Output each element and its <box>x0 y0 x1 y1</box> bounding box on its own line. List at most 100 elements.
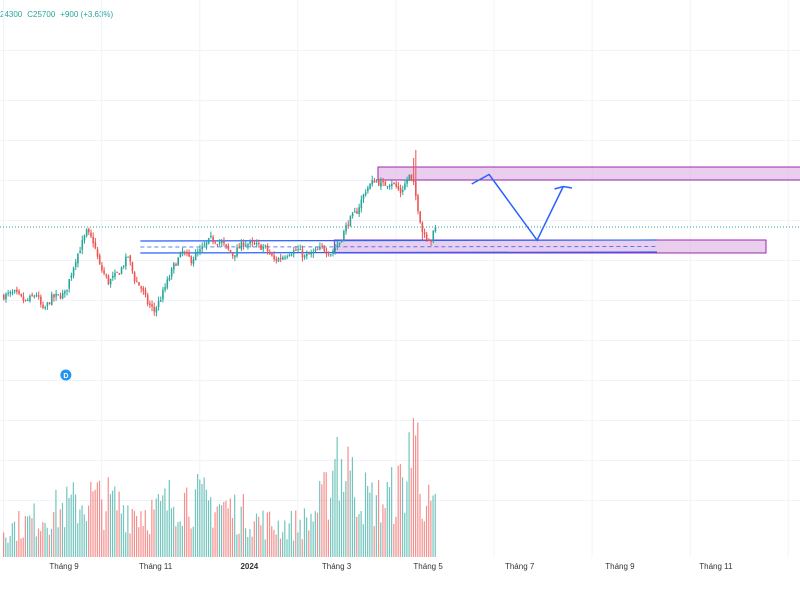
candle-body <box>175 264 177 266</box>
channel-lower-line <box>140 251 658 254</box>
volume-bar <box>186 487 188 557</box>
volume-bar <box>430 500 432 557</box>
candle-body <box>142 287 145 292</box>
candle-body <box>218 242 221 244</box>
candle-body <box>432 230 435 242</box>
candle-body <box>247 244 249 246</box>
candle-body <box>434 227 437 232</box>
candle-body <box>162 289 164 300</box>
candle-body <box>408 174 411 180</box>
candle-body <box>428 240 430 242</box>
candle-body <box>419 211 421 223</box>
volume-bar <box>94 489 96 557</box>
volume-bar <box>199 479 201 557</box>
candle-body <box>92 236 94 244</box>
candle-body <box>194 253 197 261</box>
candle-body <box>7 293 9 295</box>
volume-bar <box>358 514 360 557</box>
candle-body <box>107 275 110 285</box>
candle-body <box>125 256 127 267</box>
volume-bar <box>159 500 162 557</box>
candle-body <box>395 183 397 187</box>
candle-body <box>297 249 299 251</box>
volume-bar <box>120 513 122 557</box>
volume-bar <box>310 513 312 557</box>
volume-bar <box>192 526 194 557</box>
candle-body <box>214 242 217 244</box>
candle-body <box>133 272 136 282</box>
candle-body <box>149 303 151 306</box>
volume-bar <box>410 467 412 557</box>
candle-body <box>74 262 77 267</box>
volume-bar <box>271 526 273 557</box>
candle-body <box>345 225 347 232</box>
volume-bar <box>144 510 146 557</box>
volume-bar <box>175 526 177 557</box>
candle-body <box>103 270 105 274</box>
volume-bar <box>125 532 127 557</box>
candle-body <box>417 195 419 212</box>
candle-body <box>3 294 5 300</box>
candle-body <box>371 180 374 185</box>
candle-body <box>42 304 44 308</box>
volume-bar <box>240 506 242 557</box>
candle-body <box>386 186 389 188</box>
volume-bar <box>362 524 364 557</box>
candle-body <box>57 294 60 296</box>
volume-bar <box>11 523 13 557</box>
volume-bar <box>286 539 288 557</box>
projection-arrowhead <box>554 185 573 190</box>
candle-body <box>20 294 23 297</box>
close-value: C25700 <box>27 10 56 19</box>
candle-body <box>146 294 149 305</box>
candle-body <box>236 247 238 257</box>
candle-body <box>421 222 424 232</box>
candle-body <box>22 296 25 301</box>
volume-bar <box>299 519 301 557</box>
candle-body <box>332 250 334 254</box>
volume-bar <box>57 527 59 557</box>
volume-bar <box>98 480 101 557</box>
volume-bar <box>273 529 275 557</box>
volume-bar <box>258 516 260 557</box>
candle-body <box>336 245 339 248</box>
volume-bar <box>327 519 330 557</box>
volume-bar <box>107 477 109 557</box>
candle-body <box>29 295 31 302</box>
channel-upper-line <box>140 239 658 242</box>
candle-body <box>159 300 162 302</box>
x-axis-tick-label: Tháng 5 <box>413 562 443 571</box>
volume-bar <box>16 540 18 557</box>
candle-body <box>286 256 288 258</box>
volume-bar <box>116 510 118 557</box>
volume-bar <box>260 525 262 557</box>
volume-bar <box>249 529 251 557</box>
volume-bar <box>81 505 83 557</box>
candle-body <box>406 180 408 184</box>
candle-body <box>77 253 79 264</box>
candle-body <box>284 257 286 259</box>
volume-bar <box>231 518 234 557</box>
volume-bar <box>162 495 164 557</box>
volume-bar <box>406 481 408 557</box>
candle-body <box>306 254 308 257</box>
volume-bar <box>297 532 299 557</box>
volume-bar <box>292 540 295 557</box>
volume-bar <box>207 500 210 557</box>
volume-bar <box>122 505 125 557</box>
x-axis-tick-label: Tháng 11 <box>699 562 733 571</box>
volume-bar <box>340 459 343 557</box>
volume-bar <box>218 504 221 557</box>
volume-bar <box>391 467 393 557</box>
volume-bar <box>262 510 264 557</box>
candle-body <box>312 251 315 254</box>
volume-bar <box>308 530 310 557</box>
candle-body <box>410 174 413 179</box>
candle-body <box>240 241 243 250</box>
candle-body <box>61 292 64 299</box>
volume-bar <box>114 486 116 557</box>
candle-body <box>373 180 376 183</box>
volume-bar <box>53 512 55 557</box>
volume-bar <box>323 471 325 557</box>
